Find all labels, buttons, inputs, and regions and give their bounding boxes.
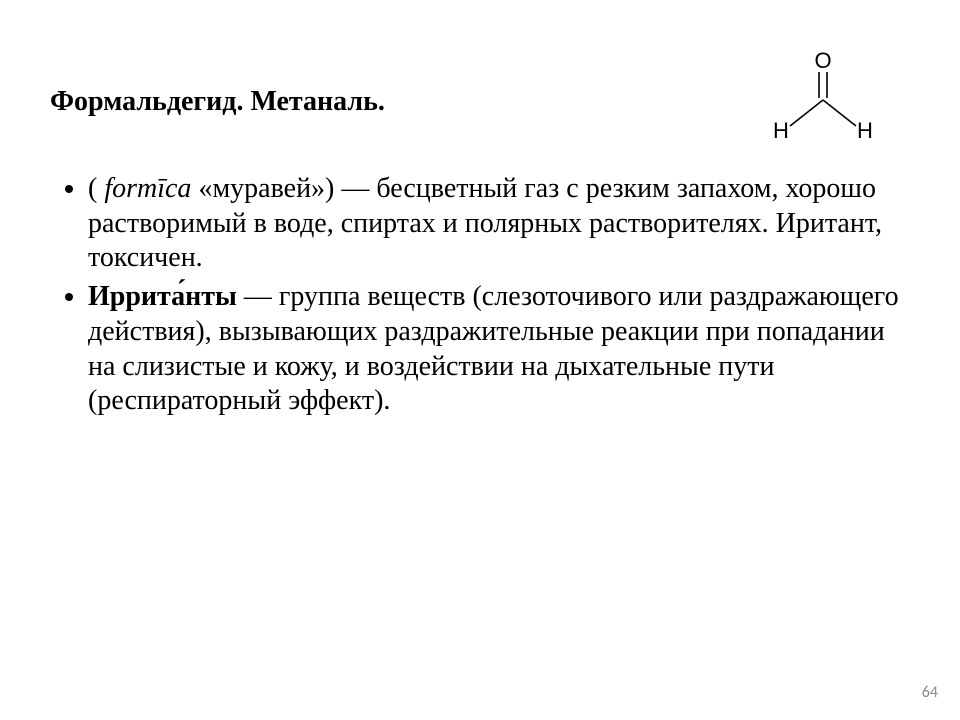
- slide: Формальдегид. Метаналь. O H H ( formīca …: [0, 0, 960, 720]
- formaldehyde-structure-icon: O H H: [768, 48, 878, 142]
- bullet-item-1: ( formīca «муравей») — бесцветный газ с …: [88, 172, 908, 276]
- molecule-svg: O H H: [768, 48, 878, 142]
- atom-h-left: H: [773, 118, 789, 142]
- bond-left: [790, 100, 823, 126]
- b2-term: Иррита́нты: [88, 281, 244, 312]
- b1-formica: formīca: [104, 173, 191, 204]
- atom-oxygen: O: [814, 48, 831, 73]
- atom-h-right: H: [857, 118, 873, 142]
- page-number: 64: [922, 683, 938, 702]
- b1-open: (: [88, 173, 104, 204]
- bullet-item-2: Иррита́нты — группа веществ (слезоточиво…: [88, 280, 908, 419]
- b1-rest: «муравей») — бесцветный газ с резким зап…: [88, 173, 882, 273]
- bullet-list: ( formīca «муравей») — бесцветный газ с …: [60, 172, 908, 423]
- slide-title: Формальдегид. Метаналь.: [50, 86, 385, 117]
- bond-right: [823, 100, 856, 126]
